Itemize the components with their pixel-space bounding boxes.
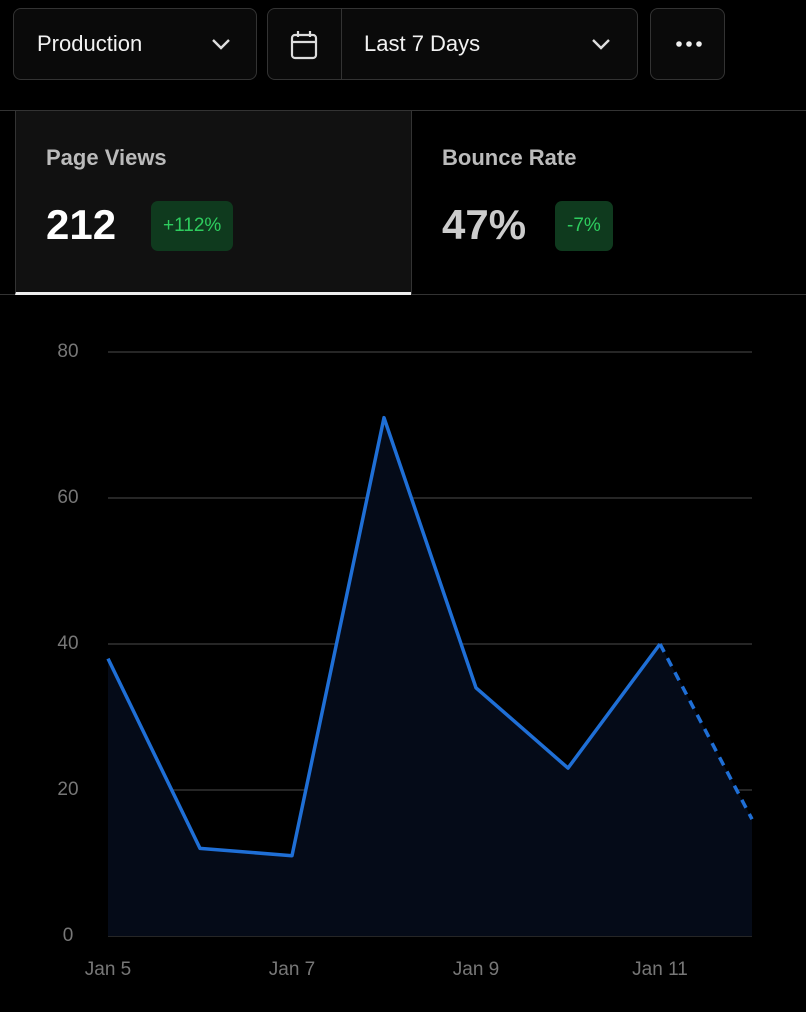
metric-tab[interactable]: Page Views 212 +112% [15, 111, 411, 295]
metric-change: +112% [151, 201, 234, 251]
environment-select[interactable]: Production [13, 8, 257, 80]
environment-label: Production [37, 31, 143, 56]
date-range-label: Last 7 Days [364, 31, 481, 56]
chart: 0 20 40 60 80 Jan 5 Jan 7 Jan 9 Jan 11 [57, 341, 754, 980]
y-tick-label: 60 [57, 487, 78, 508]
chevron [212, 39, 230, 50]
chevron [592, 39, 610, 50]
date-range-select[interactable]: Last 7 Days [267, 8, 638, 80]
y-tick-label: 20 [57, 779, 78, 800]
y-tick-label: 80 [57, 341, 78, 362]
metric-change: -7% [555, 201, 613, 251]
area [108, 417, 752, 936]
x-tick-label: Jan 5 [85, 959, 131, 980]
x-tick-label: Jan 11 [632, 959, 688, 980]
metric-tab[interactable]: Bounce Rate 47% -7% [411, 111, 806, 295]
y-tick-label: 0 [63, 925, 74, 946]
x-tick-label: Jan 9 [453, 959, 499, 980]
divider [0, 110, 806, 111]
metric-label: Bounce Rate [442, 145, 577, 170]
line [106, 415, 662, 858]
metric-label: Page Views [46, 145, 167, 170]
more-button[interactable] [650, 8, 725, 80]
metric-value: 47% [442, 201, 527, 248]
projected-line [658, 643, 754, 821]
dots-icon [676, 41, 702, 47]
metric-value: 212 [46, 201, 117, 248]
y-tick-label: 40 [57, 633, 78, 654]
x-tick-label: Jan 7 [269, 959, 315, 980]
calendar-icon [290, 31, 318, 60]
